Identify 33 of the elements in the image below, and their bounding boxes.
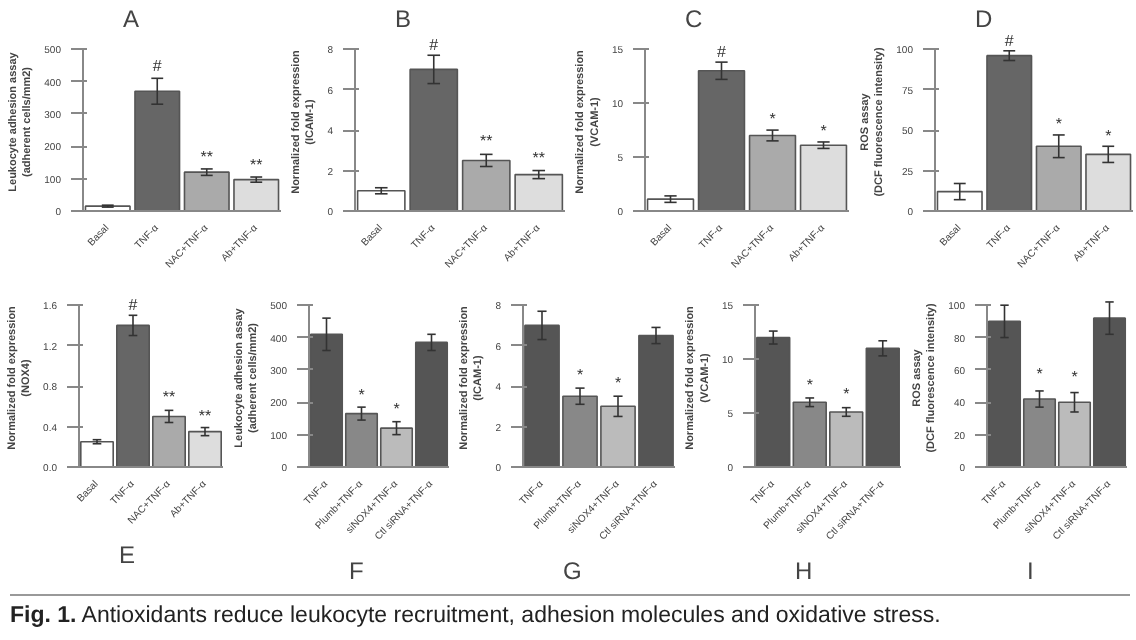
annotation: **: [250, 155, 263, 174]
annotation: **: [200, 147, 213, 166]
annotation: #: [128, 296, 139, 315]
text: H: [795, 557, 813, 585]
annotation: #: [429, 36, 440, 55]
text: F: [349, 557, 364, 585]
annotation: #: [717, 43, 728, 62]
caption: Fig. 1. Antioxidants reduce leukocyte recruitment, adhesion molecules and oxidative stress.: [10, 602, 941, 632]
annotation: #: [1004, 31, 1015, 50]
annotation: *: [1071, 368, 1078, 387]
annotation: *: [1036, 364, 1043, 383]
annotation: *: [358, 385, 365, 404]
annotation: **: [480, 132, 493, 151]
text: E: [119, 541, 136, 569]
annotation: *: [806, 375, 813, 394]
annotation: *: [1055, 115, 1062, 134]
annotation: *: [1105, 126, 1112, 145]
annotation: **: [162, 388, 176, 407]
annotation: *: [769, 109, 776, 128]
text: I: [1027, 557, 1034, 585]
text: G: [563, 557, 582, 585]
annotation: *: [843, 385, 850, 404]
annotation: **: [532, 148, 545, 167]
annotation: **: [198, 406, 212, 425]
annotation: *: [393, 400, 400, 419]
annotation: *: [820, 121, 827, 140]
chart-title: C: [685, 5, 703, 33]
chart-title: B: [395, 5, 412, 33]
annotation: *: [576, 366, 584, 385]
annotation: #: [152, 57, 163, 76]
chart-title: D: [975, 5, 993, 33]
chart-title: A: [123, 5, 140, 33]
annotation: *: [614, 374, 622, 393]
